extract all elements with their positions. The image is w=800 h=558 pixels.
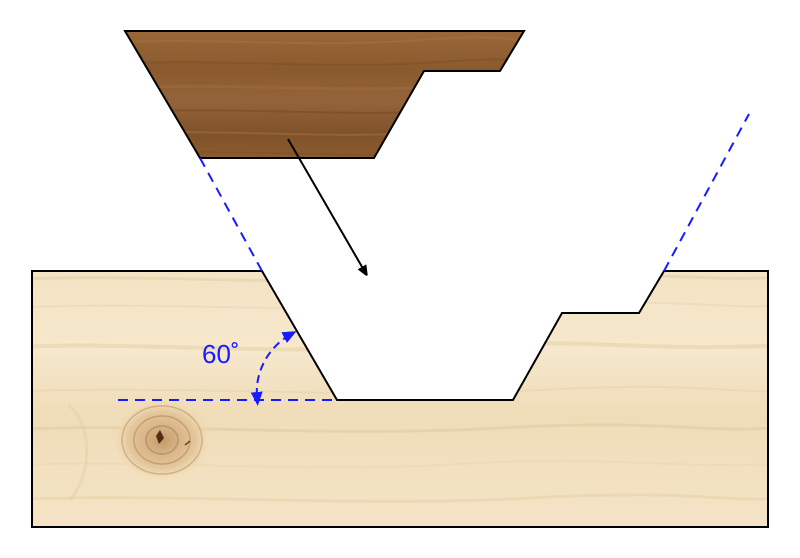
left-extension-line xyxy=(199,157,263,272)
arrow-down-right-icon xyxy=(287,138,365,272)
double-headed-arc-arrow-icon xyxy=(250,331,297,406)
right-extension-line xyxy=(663,113,750,272)
angle-label: 60˚ xyxy=(202,339,240,369)
lower-board xyxy=(31,270,769,528)
construction-lines xyxy=(118,113,750,401)
wood-knot xyxy=(67,400,210,501)
upper-piece xyxy=(123,30,526,159)
